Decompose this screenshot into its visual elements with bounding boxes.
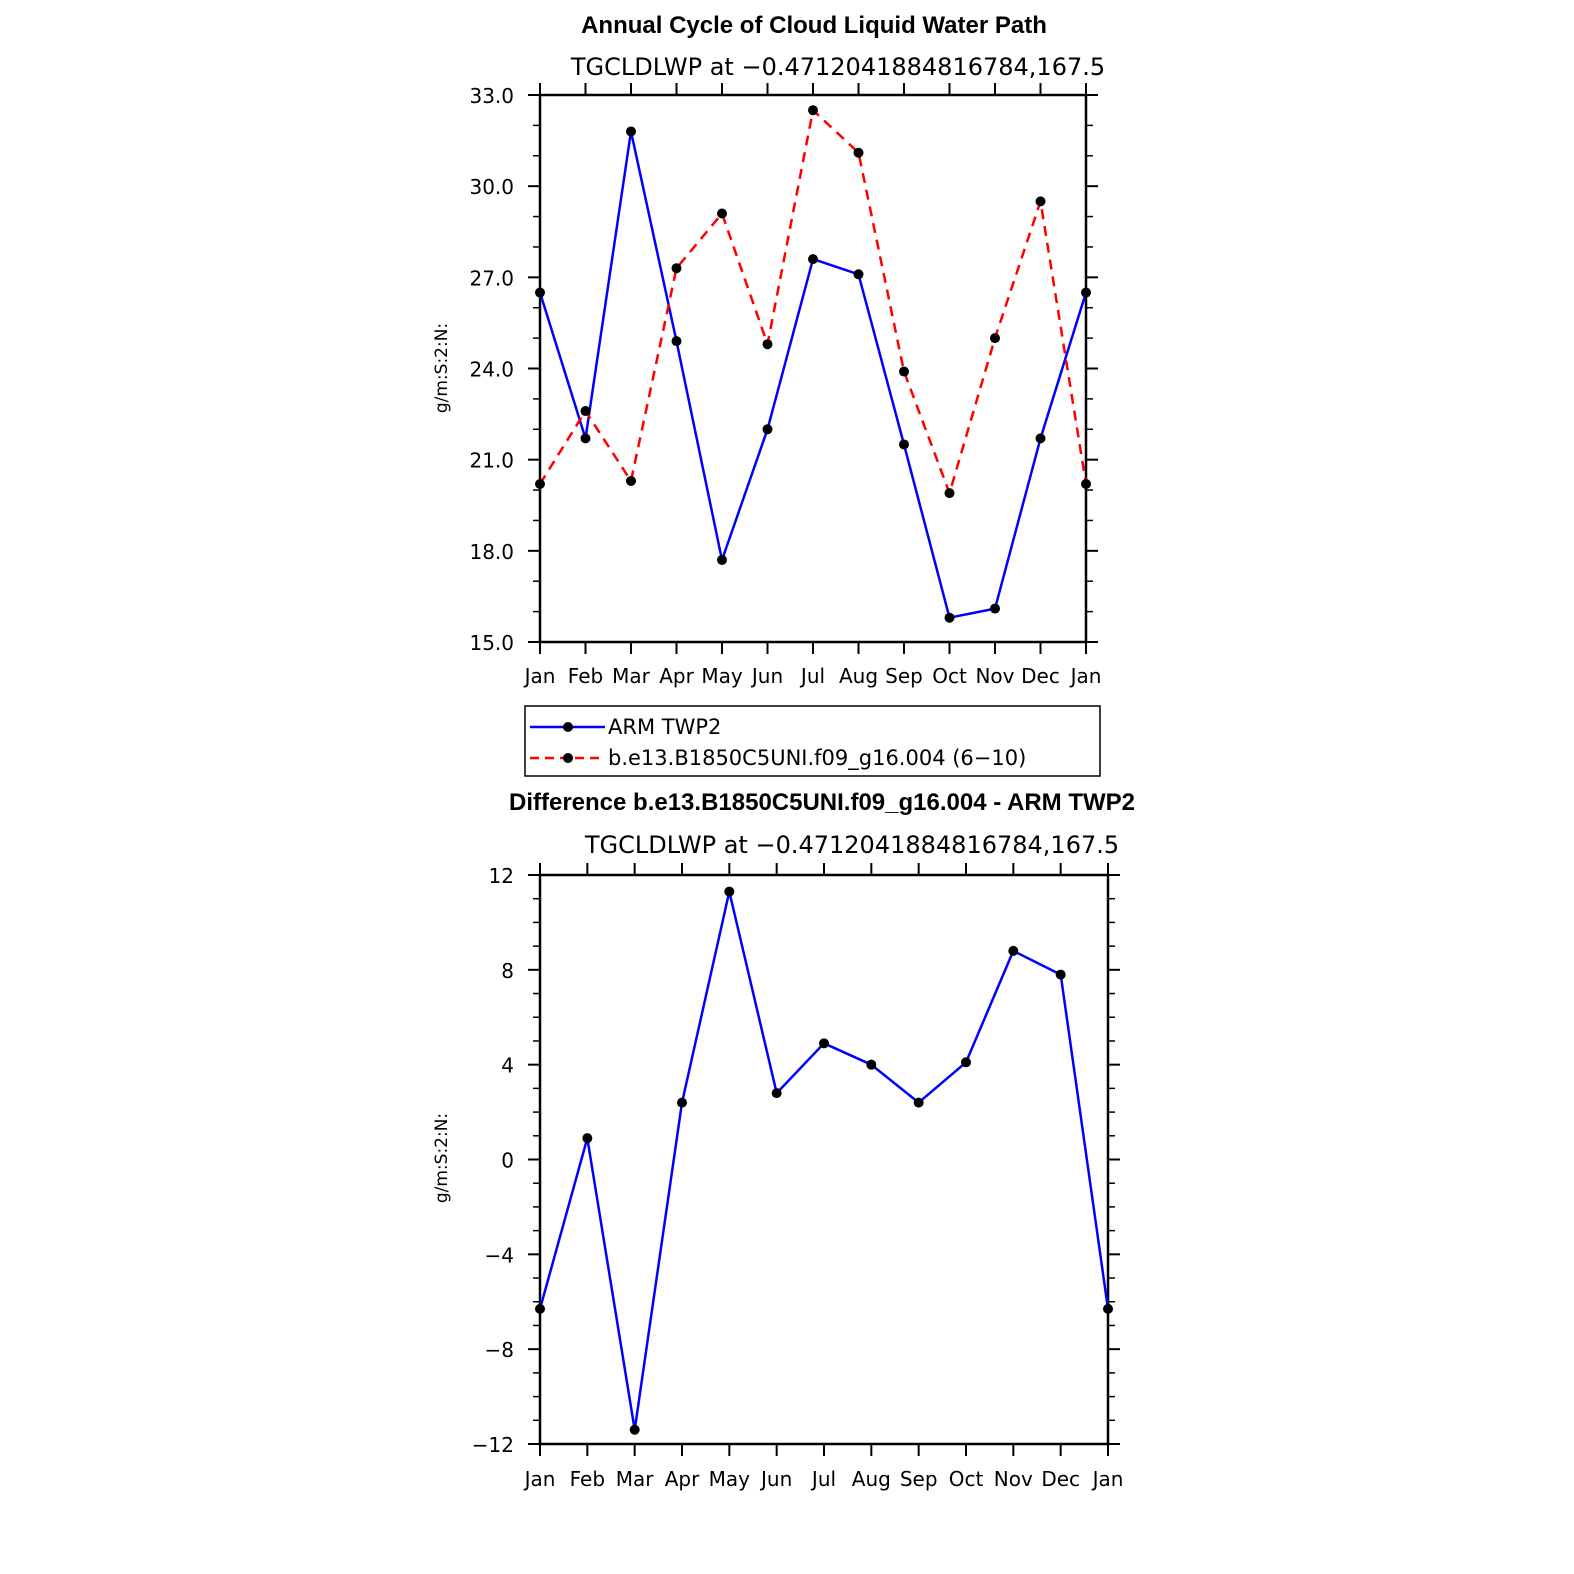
data-point — [762, 424, 773, 435]
data-point — [626, 126, 636, 137]
data-point — [771, 1088, 782, 1099]
data-point — [853, 147, 864, 158]
data-point — [724, 886, 735, 897]
x-tick-label: Dec — [1041, 1467, 1080, 1491]
data-point — [535, 478, 545, 489]
plot-frame — [538, 873, 1110, 1446]
data-point — [582, 1133, 593, 1144]
data-point — [671, 336, 682, 347]
data-point — [819, 1038, 829, 1049]
y-tick-label: 0 — [501, 1149, 514, 1173]
x-tick-label: Sep — [900, 1467, 938, 1491]
x-tick-label: Jan — [523, 1467, 556, 1491]
chart-title: Difference b.e13.B1850C5UNI.f09_g16.004 … — [509, 789, 1135, 816]
plot-frame — [538, 93, 1088, 644]
x-tick-label: Jul — [799, 664, 825, 688]
chart-subtitle: TGCLDLWP at −0.4712041884816784,167.5 — [570, 53, 1105, 81]
y-tick-label: −12 — [472, 1433, 514, 1457]
y-tick-label: 8 — [501, 959, 514, 983]
x-tick-label: Apr — [659, 664, 694, 688]
data-point — [1035, 433, 1046, 444]
data-point — [944, 612, 955, 623]
data-point — [1081, 478, 1091, 489]
x-tick-label: Mar — [616, 1467, 655, 1491]
y-tick-label: 15.0 — [469, 631, 514, 655]
legend: ARM TWP2 b.e13.B1850C5UNI.f09_g16.004 (6… — [524, 705, 1101, 777]
data-point — [853, 269, 864, 280]
y-axis-label: g/m:S:2:N: — [432, 323, 452, 413]
x-tick-label: Jan — [1069, 664, 1102, 688]
data-point — [1103, 1303, 1113, 1314]
annual-cycle-chart: Annual Cycle of Cloud Liquid Water Path … — [432, 12, 1105, 688]
data-point — [629, 1424, 640, 1435]
x-tick-label: Apr — [665, 1467, 700, 1491]
x-tick-label: Dec — [1021, 664, 1060, 688]
series-line — [538, 130, 1088, 619]
data-point — [671, 263, 682, 274]
data-point — [580, 406, 591, 417]
series-line — [538, 890, 1110, 1432]
y-tick-label: 33.0 — [469, 84, 514, 108]
x-tick-label: Mar — [612, 664, 651, 688]
x-tick-label: Aug — [852, 1467, 891, 1491]
data-point — [580, 433, 591, 444]
y-axis-label: g/m:S:2:N: — [432, 1113, 452, 1203]
x-tick-label: Oct — [949, 1467, 984, 1491]
data-point — [717, 208, 727, 219]
y-tick-label: −4 — [485, 1243, 514, 1267]
x-tick-label: Feb — [568, 664, 603, 688]
chart-title: Annual Cycle of Cloud Liquid Water Path — [581, 12, 1047, 39]
difference-chart: Difference b.e13.B1850C5UNI.f09_g16.004 … — [432, 789, 1135, 1491]
x-tick-label: May — [701, 664, 743, 688]
legend-marker-model — [563, 753, 573, 763]
data-point — [913, 1097, 924, 1108]
series-line — [538, 108, 1088, 495]
legend-marker-arm-twp2 — [563, 722, 573, 732]
data-point — [717, 554, 727, 565]
data-point — [944, 488, 955, 499]
x-tick-label: Jun — [759, 1467, 792, 1491]
x-tick-label: Nov — [975, 664, 1014, 688]
data-point — [1055, 969, 1066, 980]
x-tick-label: Feb — [570, 1467, 605, 1491]
y-tick-label: −8 — [485, 1338, 514, 1362]
data-point — [866, 1059, 877, 1070]
data-point — [1081, 287, 1091, 298]
y-tick-label: 12 — [489, 864, 514, 888]
data-point — [535, 1303, 545, 1314]
y-tick-label: 24.0 — [469, 358, 514, 382]
data-point — [1008, 945, 1019, 956]
data-point — [990, 333, 1000, 344]
y-tick-label: 27.0 — [469, 266, 514, 290]
x-tick-label: Nov — [994, 1467, 1033, 1491]
y-tick-label: 30.0 — [469, 175, 514, 199]
y-tick-label: 21.0 — [469, 449, 514, 473]
data-point — [1035, 196, 1046, 207]
x-tick-label: Aug — [839, 664, 878, 688]
data-point — [961, 1057, 971, 1068]
legend-label-arm-twp2: ARM TWP2 — [608, 715, 721, 739]
data-point — [808, 254, 818, 265]
data-point — [899, 439, 909, 450]
legend-label-model: b.e13.B1850C5UNI.f09_g16.004 (6−10) — [608, 746, 1026, 771]
y-tick-label: 18.0 — [469, 540, 514, 564]
x-tick-label: Oct — [932, 664, 967, 688]
data-point — [626, 475, 636, 486]
x-tick-label: Jan — [523, 664, 556, 688]
x-tick-label: Jan — [1091, 1467, 1124, 1491]
chart-subtitle: TGCLDLWP at −0.4712041884816784,167.5 — [584, 831, 1119, 859]
legend-box — [524, 705, 1101, 777]
x-tick-label: Jul — [810, 1467, 836, 1491]
data-point — [535, 287, 545, 298]
data-point — [762, 339, 773, 350]
data-point — [808, 105, 818, 116]
data-point — [899, 366, 909, 377]
y-tick-label: 4 — [501, 1054, 514, 1078]
x-tick-label: Jun — [750, 664, 783, 688]
x-tick-label: May — [709, 1467, 751, 1491]
data-point — [990, 603, 1000, 614]
data-point — [677, 1097, 687, 1108]
x-tick-label: Sep — [885, 664, 923, 688]
